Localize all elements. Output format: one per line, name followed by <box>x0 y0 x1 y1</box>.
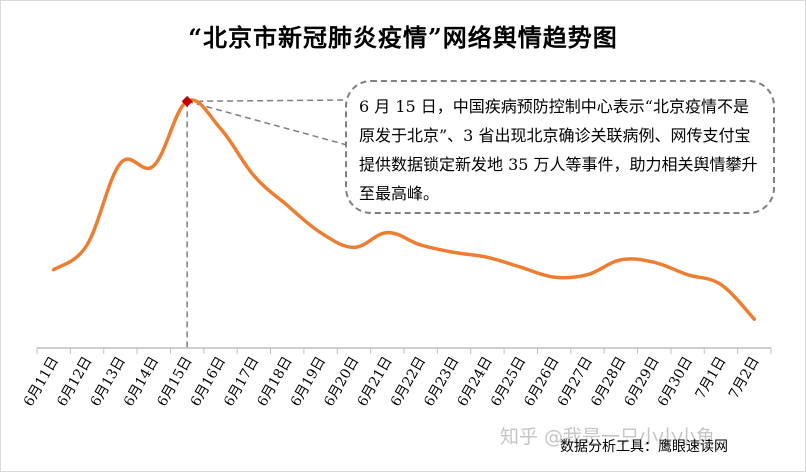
x-tick-label: 7月2日 <box>726 354 763 402</box>
source-note: 数据分析工具：鹰眼速读网 <box>560 439 728 455</box>
callout-leader-lower <box>186 100 348 146</box>
peak-marker <box>181 95 193 107</box>
annotation-text: 6 月 15 日，中国疾病预防控制中心表示“北京疫情不是原发于北京”、3 省出现… <box>359 97 758 203</box>
callout-leader-upper <box>187 99 348 103</box>
chart-title: “北京市新冠肺炎疫情”网络舆情趋势图 <box>188 23 618 52</box>
annotation-callout: 6 月 15 日，中国疾病预防控制中心表示“北京疫情不是原发于北京”、3 省出现… <box>345 80 775 214</box>
series-line <box>51 98 757 321</box>
watermark-text: 知乎 @我是一只小小小鱼 <box>500 426 716 448</box>
x-tick-label: 7月1日 <box>693 354 730 402</box>
